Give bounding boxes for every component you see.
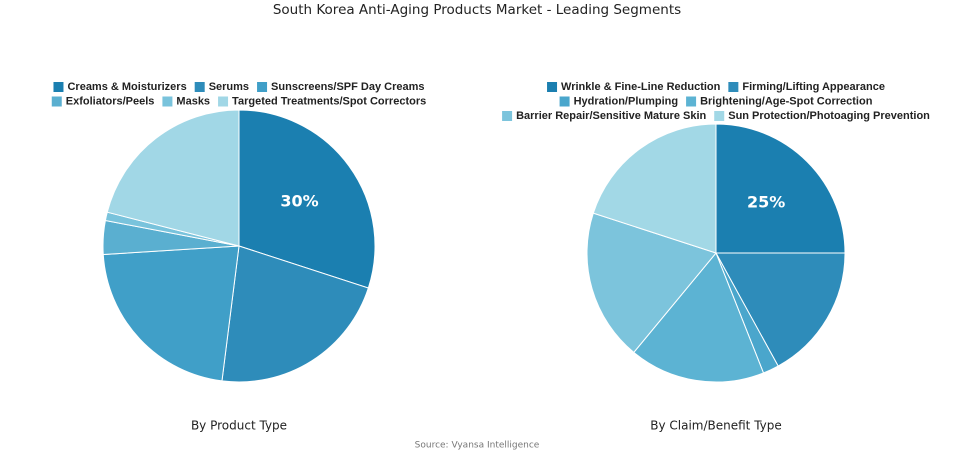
legend-label: Brightening/Age-Spot Correction [700,95,873,107]
pie-slice [238,109,376,289]
legend-label: Firming/Lifting Appearance [742,81,885,93]
legend-swatch [686,96,697,107]
subtitle: By Claim/Benefit Type [650,419,782,433]
pie-slice [592,123,717,254]
legend-label: Wrinkle & Fine-Line Reduction [561,81,721,93]
legend-label: Sunscreens/SPF Day Creams [271,81,424,93]
legend-swatch [714,111,725,121]
pie-slice [715,123,846,254]
source: Source: Vyansa Intelligence [415,441,540,451]
legend-swatch [547,82,558,92]
legend-label: Exfoliators/Peels [66,95,155,107]
legend-swatch [257,82,268,92]
legend-row: Exfoliators/Peels Masks Targeted Treatment… [51,95,426,107]
pie-slice [633,252,765,383]
pie-slice [586,212,717,354]
legend-label: Targeted Treatments/Spot Correctors [232,95,426,107]
legend-swatch [218,96,229,107]
pie-slice [715,252,846,367]
data-label: 30% [280,192,318,211]
legend-swatch [502,111,513,121]
legend-label: Masks [176,95,210,107]
pie-slice [106,109,240,247]
legend-row: Creams & Moisturizers Serums Sunscreens/SP… [53,81,425,93]
legend-label: Serums [209,81,249,93]
legend-row: Wrinkle & Fine-Line Reduction Firming/Lif… [547,81,885,93]
legend-swatch [194,82,205,92]
legend-label: Sun Protection/Photoaging Prevention [728,110,930,122]
legend-swatch [728,82,739,92]
pie-slice [102,245,240,382]
legend-swatch [53,82,64,92]
legend-swatch [51,96,62,107]
legend-label: Creams & Moisturizers [67,81,186,93]
legend-swatch [162,96,173,107]
pie-slice [221,245,369,383]
legend-swatch [559,96,570,107]
legend-label: Barrier Repair/Sensitive Mature Skin [516,110,706,122]
legend-row: Barrier Repair/Sensitive Mature Skin Sun … [502,110,930,122]
legend-row: Hydration/Plumping Brightening/Age-Spot C… [559,95,873,107]
legend-label: Hydration/Plumping [574,95,679,107]
subtitle: By Product Type [191,419,287,433]
data-label: 25% [747,192,785,211]
chart-title: South Korea Anti-Aging Products Market -… [273,2,681,18]
